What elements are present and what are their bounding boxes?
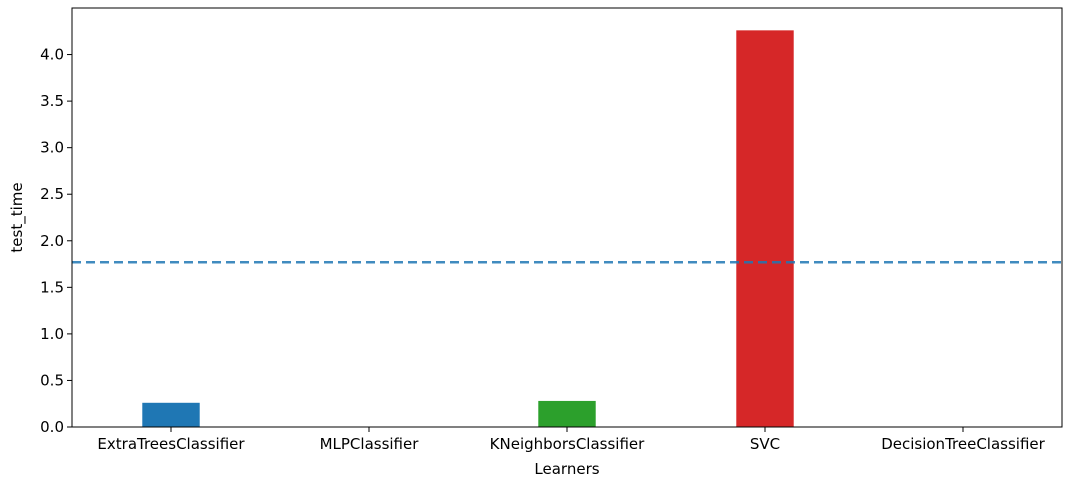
plot-frame xyxy=(71,7,1063,428)
x-axis-ticks: ExtraTreesClassifier MLPClassifier KNeighb… xyxy=(97,427,1046,453)
bar-svc xyxy=(736,30,794,427)
y-tick-label: 1.0 xyxy=(40,325,64,343)
bar-extratreesclassifier xyxy=(142,402,200,427)
x-tick-label: ExtraTreesClassifier xyxy=(97,435,245,453)
x-tick-label: MLPClassifier xyxy=(320,435,420,453)
y-tick-label: 4.0 xyxy=(40,46,64,64)
y-axis-ticks: 0.0 0.5 1.0 1.5 2.0 2.5 3.0 3.5 4.0 xyxy=(40,46,72,436)
x-axis-label: Learners xyxy=(534,460,599,478)
bar-kneighborsclassifier xyxy=(538,400,596,427)
x-tick-label: KNeighborsClassifier xyxy=(490,435,645,453)
y-axis-label: test_time xyxy=(8,182,27,252)
x-tick-label: SVC xyxy=(750,435,780,453)
y-tick-label: 0.5 xyxy=(40,371,64,389)
bars xyxy=(142,30,992,427)
y-tick-label: 3.5 xyxy=(40,92,64,110)
y-tick-label: 3.0 xyxy=(40,139,64,157)
y-tick-label: 2.0 xyxy=(40,232,64,250)
y-tick-label: 1.5 xyxy=(40,278,64,296)
y-tick-label: 0.0 xyxy=(40,418,64,436)
y-tick-label: 2.5 xyxy=(40,185,64,203)
x-tick-label: DecisionTreeClassifier xyxy=(881,435,1045,453)
